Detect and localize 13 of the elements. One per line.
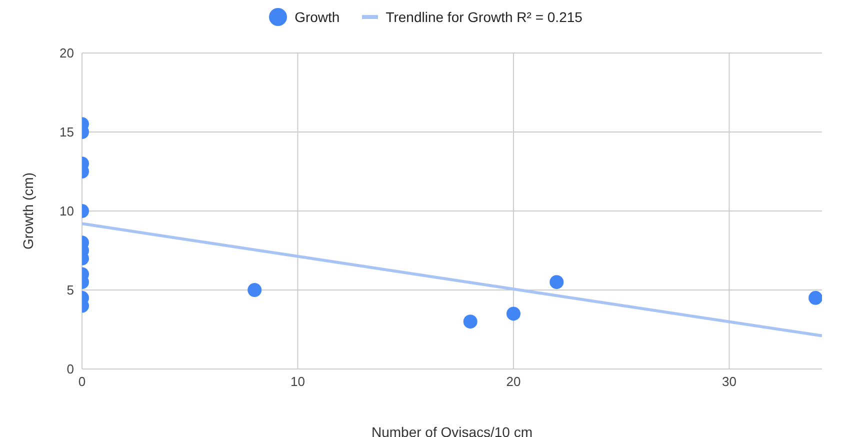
y-tick-label: 15 <box>60 124 74 140</box>
y-tick-label: 5 <box>66 282 74 298</box>
x-tick-label: 10 <box>290 374 305 390</box>
y-tick-label: 0 <box>66 362 74 377</box>
legend-label: Growth <box>294 9 340 25</box>
x-tick-label: 0 <box>78 374 86 390</box>
y-tick-label: 10 <box>60 204 74 219</box>
x-tick-label: 30 <box>722 374 736 390</box>
y-tick-label: 20 <box>60 46 74 61</box>
x-axis-title: Number of Ovisacs/10 cm <box>371 424 533 437</box>
x-tick-label: 20 <box>506 374 521 390</box>
y-axis-title: Growth (cm) <box>20 172 36 250</box>
legend-label: Trendline for Growth R² = 0.215 <box>386 9 582 25</box>
